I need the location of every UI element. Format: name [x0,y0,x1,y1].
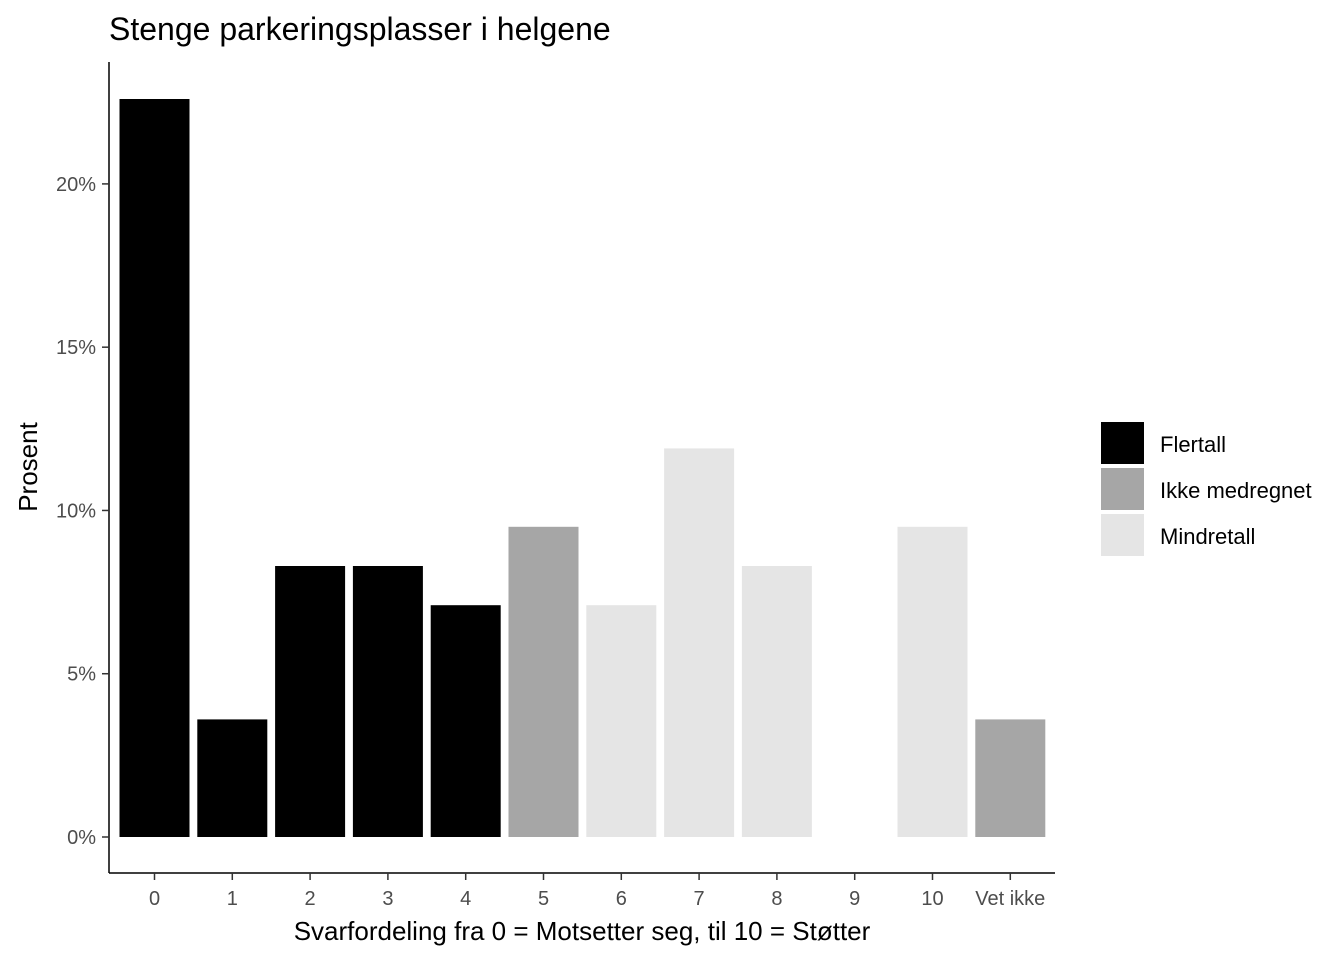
x-tick-label: 0 [149,888,160,910]
x-tick-label: 6 [616,888,627,910]
bar-vet-ikke [975,719,1046,837]
bar-0 [119,99,190,837]
x-tick-label: 5 [538,888,549,910]
y-tick-label: 10% [56,500,96,522]
bar-8 [741,566,812,837]
x-axis-title: Svarfordeling fra 0 = Motsetter seg, til… [294,916,871,946]
bar-6 [586,605,657,837]
bar-5 [508,526,579,837]
x-tick-label: 2 [305,888,316,910]
x-tick-label: 8 [771,888,782,910]
legend: Flertall Ikke medregnet Mindretall [1101,422,1312,556]
x-tick-label: 4 [460,888,471,910]
chart-title: Stenge parkeringsplasser i helgene [109,11,611,47]
legend-label-mindretall: Mindretall [1160,524,1255,549]
bar-2 [275,566,346,837]
legend-swatch-mindretall [1101,514,1144,556]
y-tick-label: 20% [56,174,96,196]
x-axis-ticks: 0 1 2 3 4 5 6 7 8 9 10 Vet ikke [149,873,1045,910]
bar-7 [664,448,735,837]
bars-group [119,99,1046,837]
y-axis-ticks: 0% 5% 10% 15% 20% [56,174,109,849]
bar-1 [197,719,268,837]
y-tick-label: 5% [67,664,96,686]
x-tick-label: 3 [382,888,393,910]
x-tick-label: 1 [227,888,238,910]
y-tick-label: 15% [56,337,96,359]
x-tick-label: 7 [694,888,705,910]
x-tick-label: 9 [849,888,860,910]
y-tick-label: 0% [67,827,96,849]
y-axis-title: Prosent [13,421,43,511]
bar-3 [352,566,423,837]
legend-label-flertall: Flertall [1160,432,1226,457]
legend-label-ikke-medregnet: Ikke medregnet [1160,478,1312,503]
x-tick-label: Vet ikke [975,888,1045,910]
bar-4 [430,605,501,837]
legend-swatch-ikke-medregnet [1101,468,1144,510]
x-tick-label: 10 [921,888,943,910]
bar-10 [897,526,968,837]
legend-swatch-flertall [1101,422,1144,464]
